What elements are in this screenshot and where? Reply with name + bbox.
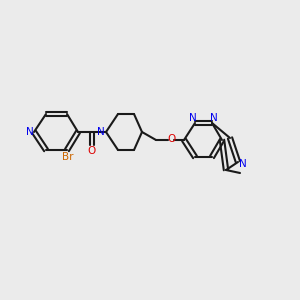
Text: O: O bbox=[87, 146, 95, 156]
Text: N: N bbox=[26, 127, 34, 137]
Text: O: O bbox=[167, 134, 175, 144]
Text: N: N bbox=[189, 113, 197, 123]
Text: N: N bbox=[210, 113, 218, 123]
Text: Br: Br bbox=[62, 152, 74, 162]
Text: N: N bbox=[97, 127, 105, 137]
Text: N: N bbox=[239, 159, 247, 169]
